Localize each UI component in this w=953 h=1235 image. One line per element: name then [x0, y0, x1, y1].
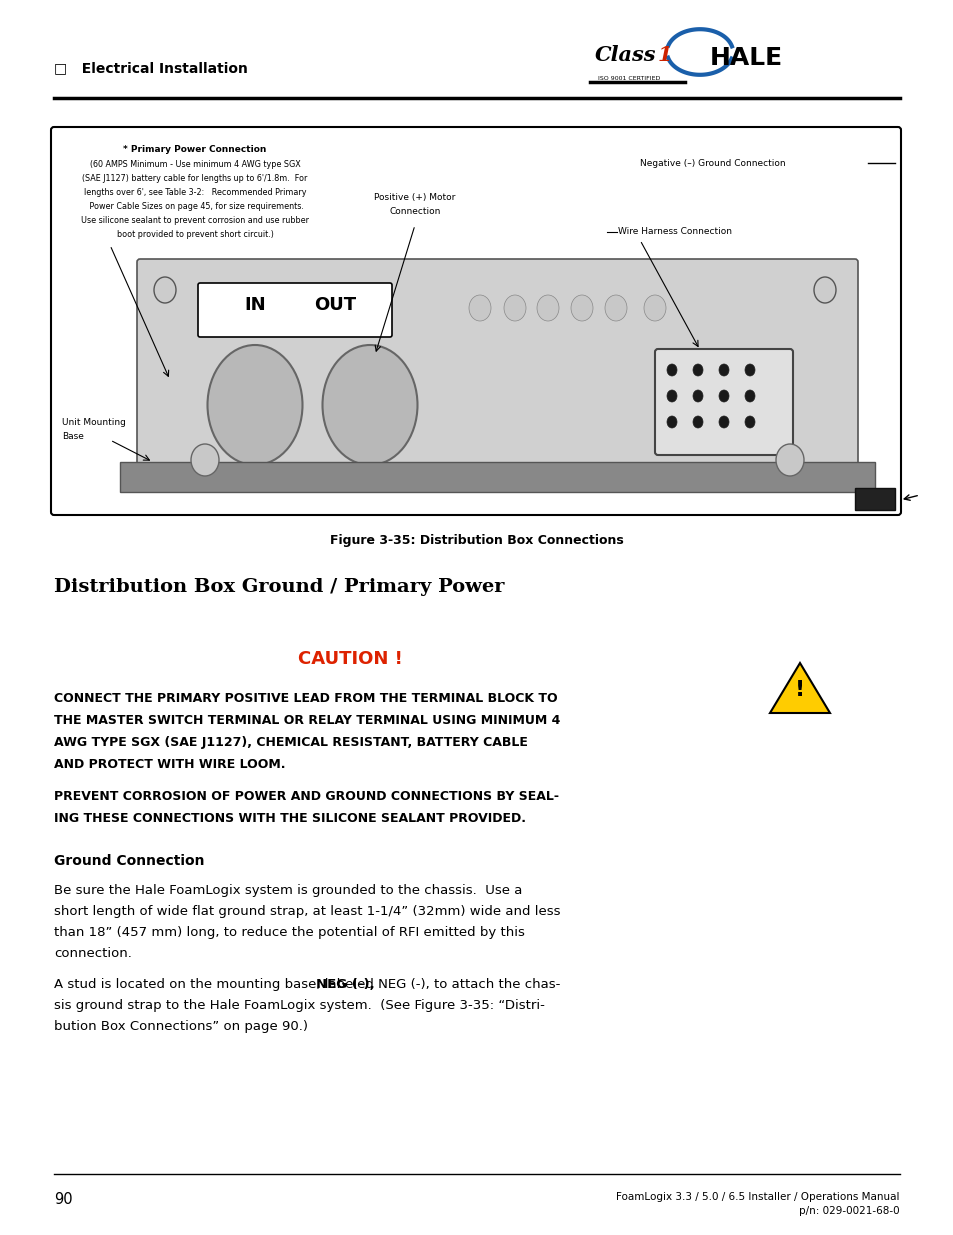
Bar	[120, 462, 874, 492]
Ellipse shape	[744, 364, 754, 375]
Ellipse shape	[744, 390, 754, 403]
Text: Distribution Box Ground / Primary Power: Distribution Box Ground / Primary Power	[54, 578, 504, 597]
Ellipse shape	[208, 345, 302, 466]
Text: connection.: connection.	[54, 947, 132, 960]
Text: HALE: HALE	[709, 46, 782, 70]
FancyBboxPatch shape	[655, 350, 792, 454]
Text: than 18” (457 mm) long, to reduce the potential of RFI emitted by this: than 18” (457 mm) long, to reduce the po…	[54, 926, 524, 939]
Text: IN: IN	[244, 296, 266, 314]
Text: OUT: OUT	[314, 296, 355, 314]
Text: Positive (+) Motor: Positive (+) Motor	[374, 193, 456, 203]
Text: AND PROTECT WITH WIRE LOOM.: AND PROTECT WITH WIRE LOOM.	[54, 758, 285, 771]
Text: Class: Class	[595, 44, 656, 65]
Ellipse shape	[719, 416, 728, 429]
Ellipse shape	[813, 277, 835, 303]
Ellipse shape	[537, 295, 558, 321]
Text: Wire Harness Connection: Wire Harness Connection	[618, 227, 731, 236]
Bar	[854, 488, 894, 510]
Text: 90: 90	[54, 1192, 72, 1207]
Ellipse shape	[692, 364, 702, 375]
Text: CAUTION !: CAUTION !	[297, 650, 402, 668]
Ellipse shape	[571, 295, 593, 321]
Ellipse shape	[191, 445, 219, 475]
Ellipse shape	[666, 416, 677, 429]
Text: !: !	[794, 680, 804, 700]
Ellipse shape	[153, 277, 175, 303]
Text: p/n: 029-0021-68-0: p/n: 029-0021-68-0	[799, 1207, 899, 1216]
Ellipse shape	[719, 390, 728, 403]
Text: Negative (–) Ground Connection: Negative (–) Ground Connection	[639, 158, 785, 168]
Ellipse shape	[503, 295, 525, 321]
Text: Use silicone sealant to prevent corrosion and use rubber: Use silicone sealant to prevent corrosio…	[81, 216, 309, 225]
Ellipse shape	[469, 295, 491, 321]
Text: Figure 3-35: Distribution Box Connections: Figure 3-35: Distribution Box Connection…	[330, 534, 623, 547]
FancyBboxPatch shape	[137, 259, 857, 466]
Text: 1: 1	[658, 44, 672, 65]
Ellipse shape	[775, 445, 803, 475]
Text: Base: Base	[62, 432, 84, 441]
Text: boot provided to prevent short circuit.): boot provided to prevent short circuit.)	[116, 230, 274, 240]
Ellipse shape	[643, 295, 665, 321]
Ellipse shape	[692, 390, 702, 403]
Ellipse shape	[604, 295, 626, 321]
Text: Unit Mounting: Unit Mounting	[62, 417, 126, 427]
Text: Connection: Connection	[389, 207, 440, 216]
Text: (60 AMPS Minimum - Use minimum 4 AWG type SGX: (60 AMPS Minimum - Use minimum 4 AWG typ…	[90, 161, 300, 169]
Ellipse shape	[322, 345, 417, 466]
Text: A stud is located on the mounting base, labeled NEG (-), to attach the chas-: A stud is located on the mounting base, …	[54, 978, 559, 990]
Text: * Primary Power Connection: * Primary Power Connection	[123, 144, 267, 154]
FancyBboxPatch shape	[51, 127, 900, 515]
Polygon shape	[769, 663, 829, 713]
Ellipse shape	[744, 416, 754, 429]
FancyBboxPatch shape	[198, 283, 392, 337]
Text: short length of wide flat ground strap, at least 1-1/4” (32mm) wide and less: short length of wide flat ground strap, …	[54, 905, 560, 918]
Text: THE MASTER SWITCH TERMINAL OR RELAY TERMINAL USING MINIMUM 4: THE MASTER SWITCH TERMINAL OR RELAY TERM…	[54, 714, 559, 727]
Ellipse shape	[719, 364, 728, 375]
Text: ISO 9001 CERTIFIED: ISO 9001 CERTIFIED	[598, 75, 659, 80]
Text: Ground Connection: Ground Connection	[54, 853, 204, 868]
Text: lengths over 6', see Table 3-2:   Recommended Primary: lengths over 6', see Table 3-2: Recommen…	[84, 188, 306, 198]
Ellipse shape	[692, 416, 702, 429]
Text: NEG (-),: NEG (-),	[315, 978, 375, 990]
Text: ING THESE CONNECTIONS WITH THE SILICONE SEALANT PROVIDED.: ING THESE CONNECTIONS WITH THE SILICONE …	[54, 811, 525, 825]
Text: CONNECT THE PRIMARY POSITIVE LEAD FROM THE TERMINAL BLOCK TO: CONNECT THE PRIMARY POSITIVE LEAD FROM T…	[54, 692, 558, 705]
Ellipse shape	[666, 390, 677, 403]
Text: AWG TYPE SGX (SAE J1127), CHEMICAL RESISTANT, BATTERY CABLE: AWG TYPE SGX (SAE J1127), CHEMICAL RESIS…	[54, 736, 527, 748]
Text: Be sure the Hale FoamLogix system is grounded to the chassis.  Use a: Be sure the Hale FoamLogix system is gro…	[54, 884, 522, 897]
Text: FoamLogix 3.3 / 5.0 / 6.5 Installer / Operations Manual: FoamLogix 3.3 / 5.0 / 6.5 Installer / Op…	[616, 1192, 899, 1202]
Text: Power Cable Sizes on page 45, for size requirements.: Power Cable Sizes on page 45, for size r…	[87, 203, 303, 211]
Text: bution Box Connections” on page 90.): bution Box Connections” on page 90.)	[54, 1020, 308, 1032]
Text: □   Electrical Installation: □ Electrical Installation	[54, 61, 248, 75]
Ellipse shape	[666, 364, 677, 375]
Text: sis ground strap to the Hale FoamLogix system.  (See Figure 3-35: “Distri-: sis ground strap to the Hale FoamLogix s…	[54, 999, 544, 1011]
Text: (SAE J1127) battery cable for lengths up to 6'/1.8m.  For: (SAE J1127) battery cable for lengths up…	[82, 174, 308, 183]
Text: PREVENT CORROSION OF POWER AND GROUND CONNECTIONS BY SEAL-: PREVENT CORROSION OF POWER AND GROUND CO…	[54, 790, 558, 803]
